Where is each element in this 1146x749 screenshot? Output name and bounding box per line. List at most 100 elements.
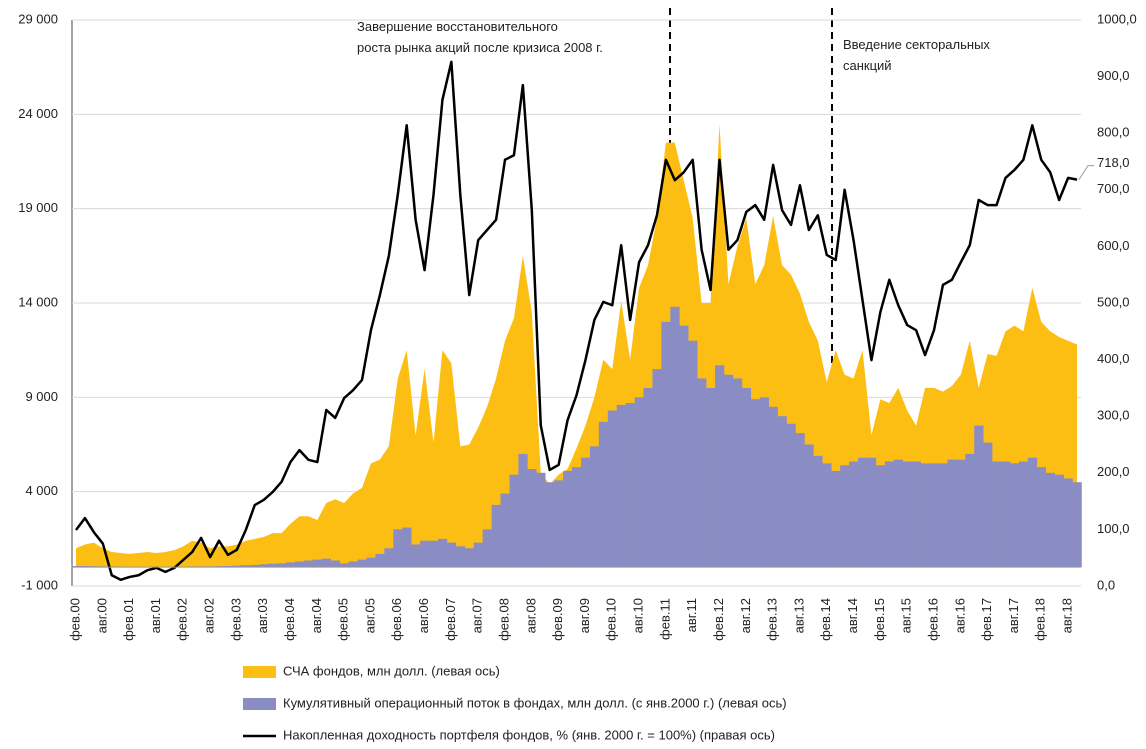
bar	[268, 564, 277, 567]
bar	[483, 529, 492, 567]
x-tick-label: авг.08	[523, 598, 538, 633]
bar	[688, 341, 697, 567]
bar	[599, 422, 608, 567]
bar	[697, 378, 706, 567]
bar	[438, 539, 447, 567]
bar	[492, 505, 501, 567]
bar	[840, 465, 849, 567]
bar	[965, 454, 974, 567]
bar	[635, 397, 644, 567]
y-tick-label: 4 000	[25, 483, 58, 498]
bar	[331, 561, 340, 568]
bar	[366, 558, 375, 567]
y2-tick-label: 900,0	[1097, 68, 1130, 83]
bar	[876, 465, 885, 567]
bar	[894, 460, 903, 568]
bar	[581, 458, 590, 567]
bar	[769, 407, 778, 567]
bar	[277, 563, 286, 567]
x-tick-label: фев.00	[67, 598, 82, 641]
y2-tick-label: 1000,0	[1097, 11, 1137, 26]
y2-tick-label: 500,0	[1097, 294, 1130, 309]
bar	[626, 403, 635, 567]
x-tick-label: фев.05	[336, 598, 351, 641]
legend-swatch	[243, 666, 276, 678]
bar	[921, 463, 930, 567]
x-tick-label: фев.08	[496, 598, 511, 641]
bar	[563, 471, 572, 567]
x-tick-label: авг.05	[362, 598, 377, 633]
y-tick-label: 19 000	[18, 200, 58, 215]
x-tick-label: фев.18	[1033, 598, 1048, 641]
x-tick-label: авг.02	[202, 598, 217, 633]
x-tick-label: фев.11	[657, 598, 672, 640]
bar	[751, 399, 760, 567]
bar	[527, 469, 536, 567]
bar	[402, 528, 411, 568]
bar	[617, 405, 626, 567]
legend-label: СЧА фондов, млн долл. (левая ось)	[283, 663, 500, 678]
y2-tick-label: 700,0	[1097, 181, 1130, 196]
bar	[375, 554, 384, 567]
bar	[1010, 463, 1019, 567]
x-tick-label: фев.15	[872, 598, 887, 641]
bar	[760, 397, 769, 567]
bar	[447, 543, 456, 568]
bar	[795, 433, 804, 567]
bar	[295, 561, 304, 567]
bar	[1037, 467, 1046, 567]
annotation-line: роста рынка акций после кризиса 2008 г.	[357, 40, 603, 55]
y2-tick-label: 100,0	[1097, 521, 1130, 536]
bar	[545, 482, 554, 567]
bar	[1046, 473, 1055, 567]
bar	[733, 378, 742, 567]
legend-label: Кумулятивный операционный поток в фондах…	[283, 695, 787, 710]
x-tick-label: авг.10	[631, 598, 646, 633]
bar	[644, 388, 653, 567]
x-tick-label: авг.15	[899, 598, 914, 633]
x-tick-label: фев.12	[711, 598, 726, 641]
x-tick-label: фев.10	[604, 598, 619, 641]
bar	[554, 480, 563, 567]
bar	[608, 411, 617, 568]
x-tick-label: фев.16	[925, 598, 940, 641]
bar	[778, 416, 787, 567]
bar	[384, 548, 393, 567]
bar	[813, 456, 822, 567]
bar	[304, 561, 313, 568]
bar	[322, 559, 331, 567]
x-tick-label: авг.04	[309, 598, 324, 633]
x-tick-label: авг.03	[255, 598, 270, 633]
y-tick-label: 29 000	[18, 11, 58, 26]
x-tick-label: авг.13	[791, 598, 806, 633]
y-tick-label: 9 000	[25, 389, 58, 404]
y-tick-label: 14 000	[18, 294, 58, 309]
bar	[858, 458, 867, 567]
bar	[1064, 478, 1073, 567]
bar	[679, 326, 688, 567]
bar	[974, 426, 983, 567]
x-tick-label: фев.17	[979, 598, 994, 641]
x-tick-label: авг.00	[94, 598, 109, 633]
bar	[313, 560, 322, 568]
bar	[724, 375, 733, 567]
x-tick-label: авг.14	[845, 598, 860, 633]
bar	[930, 463, 939, 567]
bar	[456, 546, 465, 567]
bar	[590, 446, 599, 567]
bar	[1028, 458, 1037, 567]
y-tick-label: 24 000	[18, 106, 58, 121]
bar	[849, 461, 858, 567]
y2-tick-label: 0,0	[1097, 577, 1115, 592]
bar	[465, 548, 474, 567]
x-tick-label: фев.06	[389, 598, 404, 641]
bar	[509, 475, 518, 567]
bar	[822, 463, 831, 567]
bar	[1001, 461, 1010, 567]
x-tick-label: авг.11	[684, 598, 699, 632]
bar	[340, 563, 349, 567]
bar	[947, 460, 956, 568]
x-tick-label: авг.17	[1006, 598, 1021, 633]
